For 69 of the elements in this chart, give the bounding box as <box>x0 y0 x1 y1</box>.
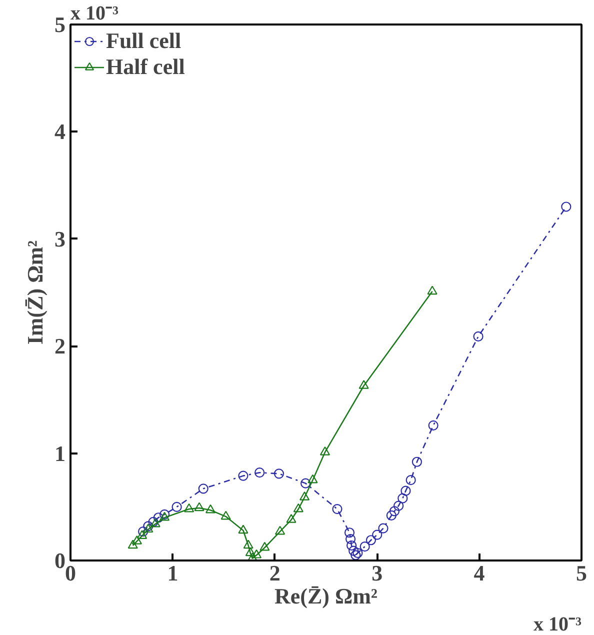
y-axis-title: Im(Z̄) Ωm² <box>22 240 48 345</box>
point <box>251 549 262 558</box>
point <box>378 523 388 534</box>
y-tick-label: 5 <box>54 12 66 37</box>
point <box>293 503 304 512</box>
y-tick-label: 4 <box>54 119 66 144</box>
annotation: x 10⁻³ <box>70 2 118 24</box>
point <box>299 492 310 500</box>
x-tick-label: 3 <box>372 560 383 586</box>
point <box>254 468 265 478</box>
point <box>412 456 422 467</box>
point <box>372 530 382 540</box>
y-tick-label: 2 <box>54 334 66 359</box>
point <box>138 526 148 537</box>
point <box>561 202 572 212</box>
point <box>243 540 254 549</box>
point <box>238 524 248 534</box>
text: x 10⁻³ <box>534 614 582 635</box>
y-tick-label: 3 <box>54 226 66 252</box>
point <box>320 446 330 456</box>
x-axis-title: Re(Z̄) Ωm² <box>274 584 378 608</box>
point <box>286 514 296 523</box>
point <box>427 286 438 295</box>
point <box>332 504 342 514</box>
point <box>360 542 370 552</box>
point <box>406 475 416 486</box>
point <box>358 380 369 389</box>
point <box>308 474 318 484</box>
point <box>345 534 356 544</box>
point <box>245 547 256 556</box>
point <box>153 512 164 523</box>
point <box>274 468 284 479</box>
point <box>366 535 376 546</box>
x-tick-label: 5 <box>576 560 587 586</box>
point <box>136 530 148 539</box>
point <box>386 510 396 521</box>
point <box>194 502 204 512</box>
point <box>198 484 208 494</box>
point <box>352 548 363 558</box>
x-tick-label: 4 <box>474 560 485 586</box>
x-tick-label: 1 <box>167 560 178 586</box>
point <box>350 550 361 560</box>
point <box>220 510 231 520</box>
point <box>184 503 194 512</box>
point <box>348 546 359 556</box>
point <box>143 521 154 532</box>
point <box>400 486 411 496</box>
point <box>172 502 182 512</box>
point <box>274 526 286 535</box>
point <box>159 512 170 521</box>
point <box>389 506 400 516</box>
x-tick-label: 2 <box>269 560 280 586</box>
point <box>344 528 355 538</box>
point <box>238 470 248 481</box>
y-tick-label: 1 <box>54 440 66 466</box>
point <box>428 420 438 430</box>
point <box>398 493 408 504</box>
point <box>159 509 170 520</box>
point <box>143 524 154 533</box>
point <box>128 540 138 549</box>
point <box>473 331 484 342</box>
legend-label: Half cell <box>106 54 185 80</box>
point <box>394 500 404 511</box>
point <box>346 540 357 551</box>
point <box>205 504 216 514</box>
point <box>132 535 142 544</box>
point <box>260 542 270 551</box>
legend-label: Full cell <box>106 28 182 54</box>
point <box>300 478 311 488</box>
